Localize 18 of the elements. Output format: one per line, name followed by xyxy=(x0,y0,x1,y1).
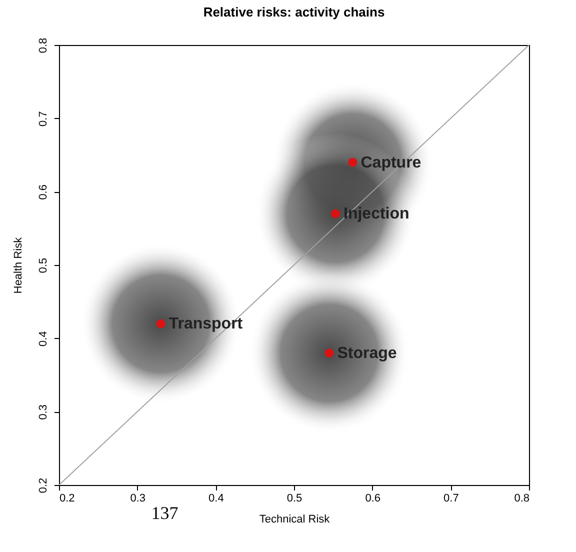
y-tick-label: 0.2 xyxy=(38,478,50,494)
y-tick-label: 0.5 xyxy=(38,258,50,274)
y-tick-label: 0.8 xyxy=(38,38,50,54)
y-tick-label: 0.3 xyxy=(38,404,50,420)
x-tick-label: 0.7 xyxy=(444,492,459,504)
chart-title: Relative risks: activity chains xyxy=(203,4,385,20)
x-tick-label: 0.5 xyxy=(286,492,302,504)
text: 137 xyxy=(151,503,178,523)
y-tick-label: 0.4 xyxy=(38,331,50,346)
y-tick-label: 0.7 xyxy=(38,111,50,126)
x-tick-label: 0.6 xyxy=(365,492,380,504)
x-tick-label: 0.3 xyxy=(130,492,146,504)
x-tick-label: 0.2 xyxy=(60,492,75,504)
x-axis-title: Technical Risk xyxy=(259,514,330,526)
y-axis-title: Health Risk xyxy=(12,236,24,294)
x-tick-label: 0.8 xyxy=(514,492,530,504)
y-tick-label: 0.6 xyxy=(38,184,50,200)
x-tick-label: 0.4 xyxy=(208,492,224,504)
